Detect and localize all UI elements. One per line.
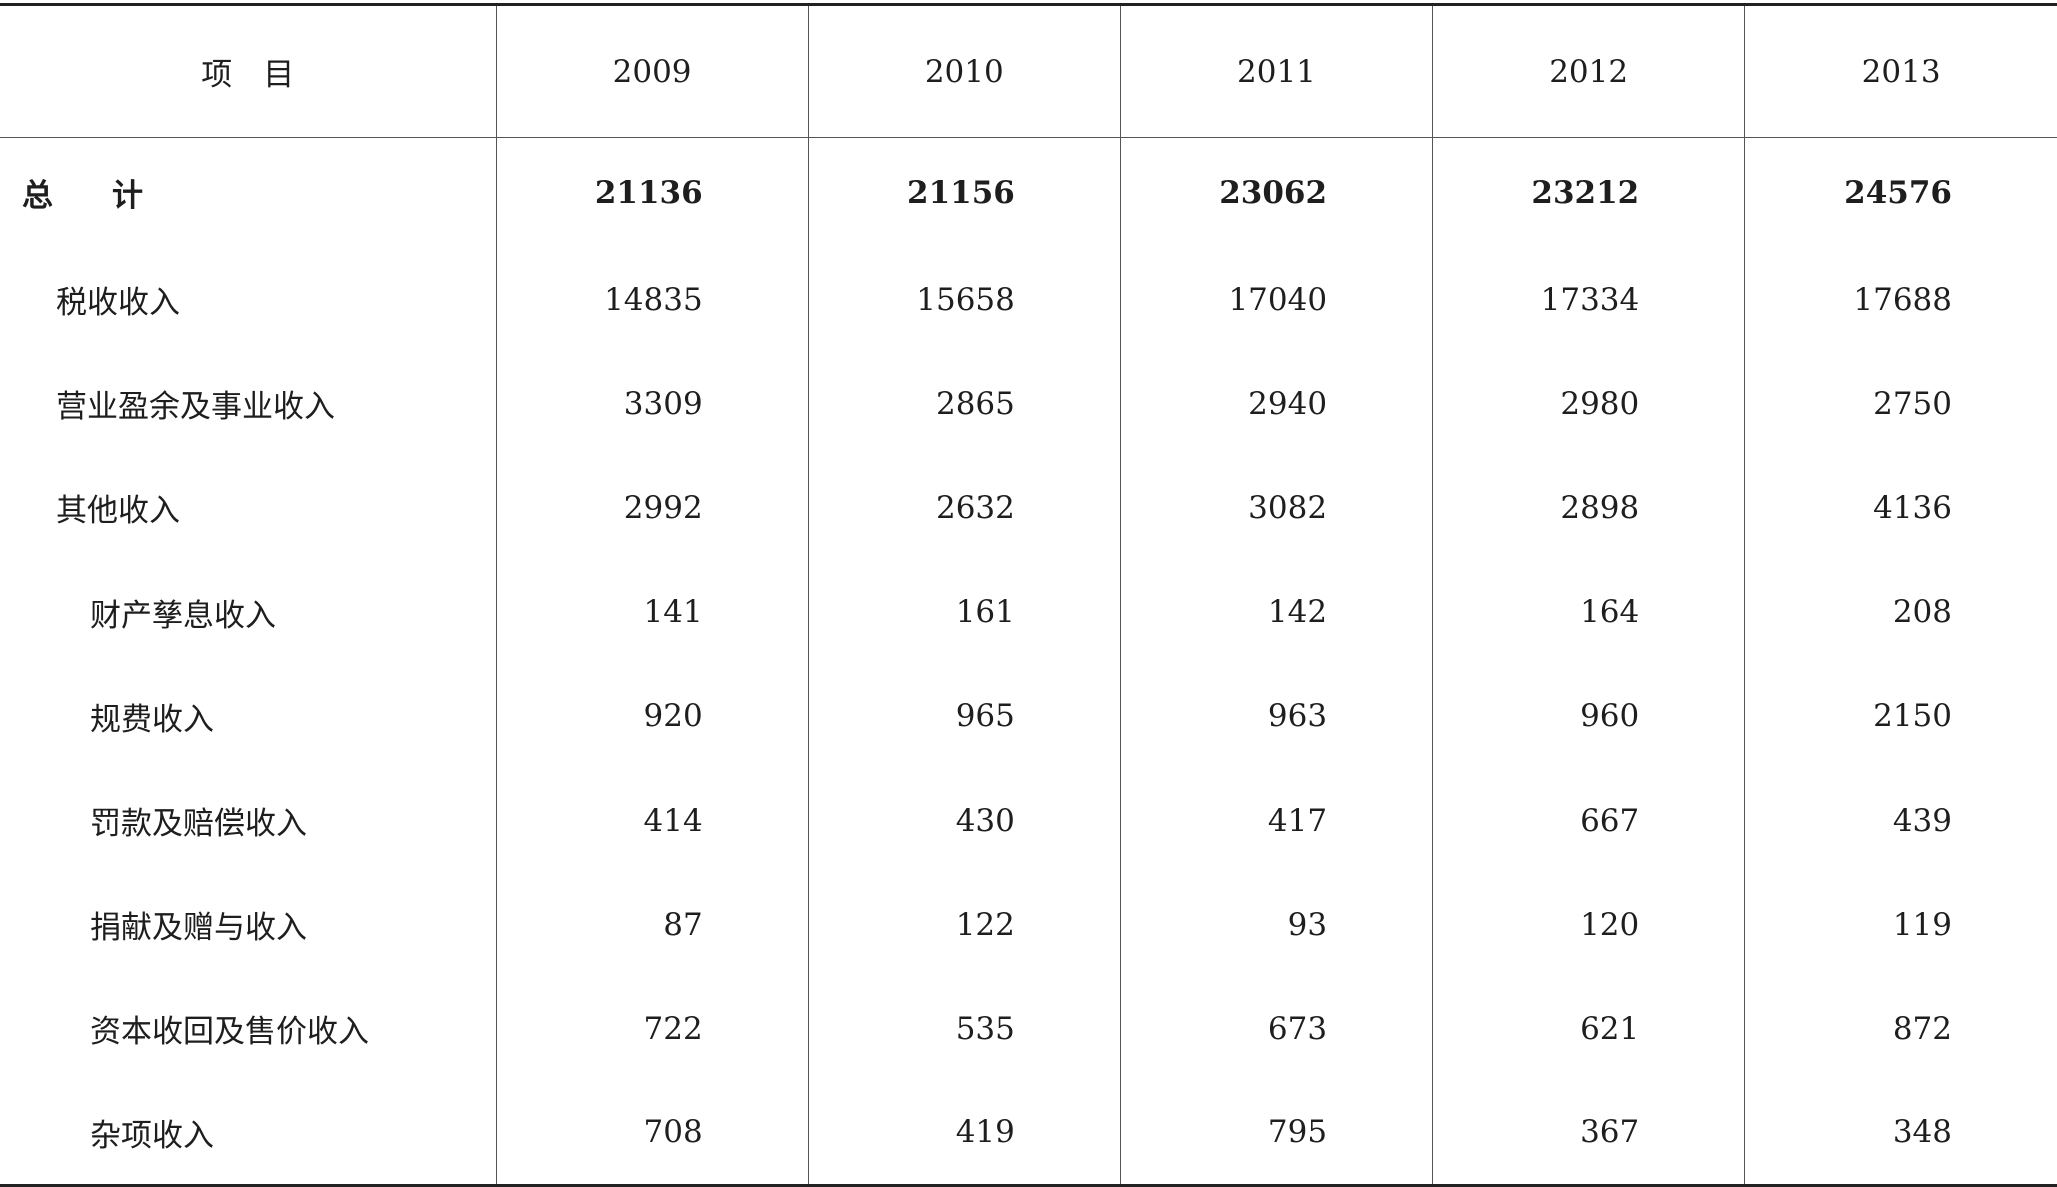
cell-value: 708 — [495, 1081, 809, 1186]
cell-value: 23062 — [1119, 137, 1433, 248]
cell-value: 2632 — [807, 455, 1121, 561]
row-label: 资本收回及售价收入 — [90, 1014, 369, 1051]
cell-value: 3309 — [495, 351, 809, 456]
cell-value: 439 — [1744, 768, 2057, 873]
cell-value: 17688 — [1744, 247, 2057, 352]
cell-value: 367 — [1432, 1081, 1745, 1186]
cell-value: 2150 — [1744, 664, 2057, 769]
table-row: 杂项收入 708 419 795 367 348 — [0, 1081, 2057, 1186]
cell-value: 17040 — [1119, 247, 1433, 352]
cell-value: 722 — [495, 976, 809, 1081]
table-row: 税收收入 14835 15658 17040 17334 17688 — [0, 247, 2057, 352]
cell-value: 93 — [1119, 872, 1433, 977]
cell-value: 417 — [1119, 768, 1433, 873]
cell-value: 122 — [807, 872, 1121, 977]
cell-value: 348 — [1744, 1081, 2057, 1186]
revenue-table: 项 目 2009 2010 2011 2012 2013 总 计 21136 2… — [0, 3, 2057, 1187]
cell-value: 208 — [1744, 560, 2057, 665]
cell-value: 535 — [807, 976, 1121, 1081]
cell-value: 621 — [1432, 976, 1745, 1081]
header-year-2010: 2010 — [807, 4, 1121, 138]
cell-value: 419 — [807, 1081, 1121, 1186]
table-row: 罚款及赔偿收入 414 430 417 667 439 — [0, 768, 2057, 873]
cell-value: 141 — [495, 560, 809, 665]
header-year-2009: 2009 — [495, 4, 809, 138]
table-row: 财产孳息收入 141 161 142 164 208 — [0, 560, 2057, 665]
header-year-2013: 2013 — [1744, 4, 2057, 138]
cell-value: 2898 — [1432, 455, 1745, 561]
table-row-total: 总 计 21136 21156 23062 23212 24576 — [0, 137, 2057, 248]
cell-value: 795 — [1119, 1081, 1433, 1186]
row-label: 其他收入 — [56, 493, 180, 530]
cell-value: 15658 — [807, 247, 1121, 352]
header-item: 项 目 — [0, 4, 496, 138]
cell-value: 21136 — [495, 137, 809, 248]
table-row: 其他收入 2992 2632 3082 2898 4136 — [0, 455, 2057, 561]
cell-value: 17334 — [1432, 247, 1745, 352]
cell-value: 2992 — [495, 455, 809, 561]
cell-value: 14835 — [495, 247, 809, 352]
cell-value: 965 — [807, 664, 1121, 769]
table-row: 捐献及赠与收入 87 122 93 120 119 — [0, 872, 2057, 977]
cell-value: 23212 — [1432, 137, 1745, 248]
header-year-2012: 2012 — [1432, 4, 1745, 138]
cell-value: 430 — [807, 768, 1121, 873]
cell-value: 120 — [1432, 872, 1745, 977]
header-year-2011: 2011 — [1119, 4, 1433, 138]
cell-value: 414 — [495, 768, 809, 873]
cell-value: 2865 — [807, 351, 1121, 456]
table-row: 规费收入 920 965 963 960 2150 — [0, 664, 2057, 769]
cell-value: 963 — [1119, 664, 1433, 769]
cell-value: 142 — [1119, 560, 1433, 665]
cell-value: 164 — [1432, 560, 1745, 665]
cell-value: 2750 — [1744, 351, 2057, 456]
cell-value: 24576 — [1744, 137, 2057, 248]
cell-value: 4136 — [1744, 455, 2057, 561]
cell-value: 21156 — [807, 137, 1121, 248]
cell-value: 667 — [1432, 768, 1745, 873]
cell-value: 119 — [1744, 872, 2057, 977]
cell-value: 2980 — [1432, 351, 1745, 456]
row-label: 捐献及赠与收入 — [90, 910, 307, 947]
cell-value: 3082 — [1119, 455, 1433, 561]
cell-value: 673 — [1119, 976, 1433, 1081]
cell-value: 2940 — [1119, 351, 1433, 456]
row-label: 杂项收入 — [90, 1117, 214, 1154]
cell-value: 87 — [495, 872, 809, 977]
table-header-row: 项 目 2009 2010 2011 2012 2013 — [0, 4, 2057, 138]
row-label: 营业盈余及事业收入 — [56, 389, 335, 426]
table-row: 营业盈余及事业收入 3309 2865 2940 2980 2750 — [0, 351, 2057, 456]
row-label: 财产孳息收入 — [90, 597, 276, 634]
cell-value: 920 — [495, 664, 809, 769]
row-label: 总 计 — [22, 178, 157, 215]
row-label: 罚款及赔偿收入 — [90, 806, 307, 843]
row-label: 规费收入 — [90, 701, 214, 738]
row-label: 税收收入 — [56, 285, 180, 322]
cell-value: 960 — [1432, 664, 1745, 769]
cell-value: 872 — [1744, 976, 2057, 1081]
table-row: 资本收回及售价收入 722 535 673 621 872 — [0, 976, 2057, 1081]
cell-value: 161 — [807, 560, 1121, 665]
